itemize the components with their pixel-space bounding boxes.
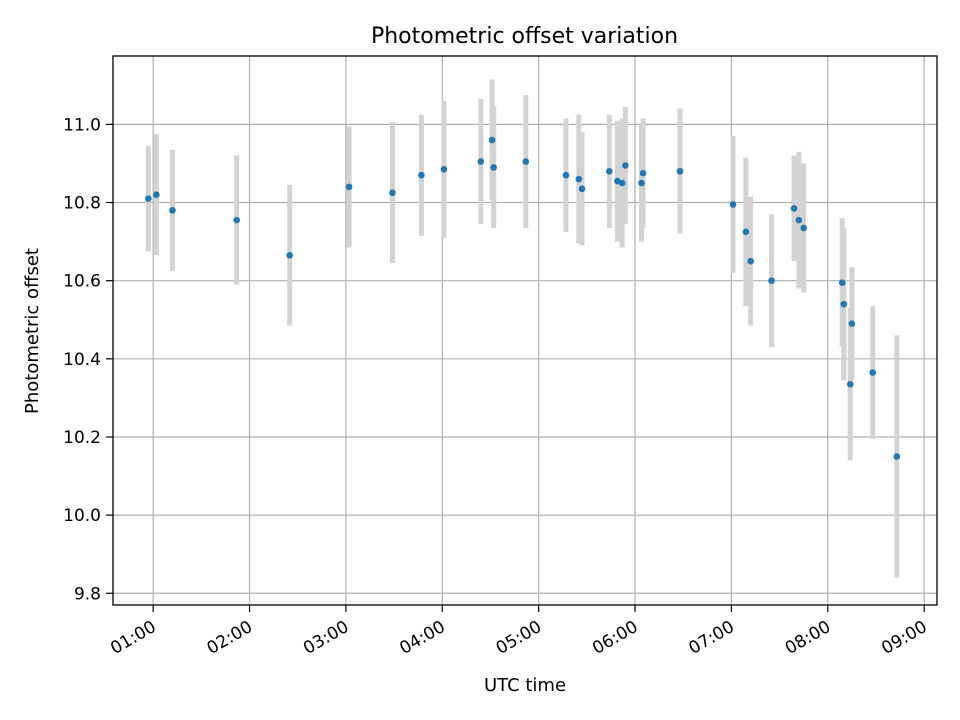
data-point [638, 179, 645, 187]
data-point [578, 185, 586, 193]
y-tick-label: 10.8 [63, 194, 101, 214]
data-point [606, 167, 613, 175]
x-axis-ticks: 01:00 02:00 03:00 04:00 05:00 06:00 07:00 08:00… [107, 605, 931, 659]
x-tick-label: 05:00 [493, 617, 545, 659]
data-point [676, 167, 684, 175]
data-point [790, 205, 798, 212]
y-tick-label: 10.6 [63, 272, 101, 292]
data-point [840, 300, 848, 308]
x-tick-label: 06:00 [589, 617, 641, 659]
data-point [145, 195, 152, 202]
chart-title: Photometric offset variation [371, 24, 678, 49]
data-point [768, 277, 775, 284]
data-point [869, 369, 877, 376]
y-axis-label: Photometric offset [22, 248, 43, 414]
data-point [153, 191, 160, 199]
data-point [838, 279, 846, 286]
y-tick-label: 10.2 [63, 428, 101, 448]
data-point [742, 228, 750, 236]
y-tick-label: 10.4 [63, 350, 101, 370]
data-point [893, 453, 901, 460]
data-point [639, 169, 647, 177]
data-points [145, 136, 901, 460]
plot-frame [112, 55, 938, 606]
y-tick-label: 10.0 [63, 506, 101, 526]
data-point [389, 189, 396, 197]
x-tick-label: 01:00 [107, 617, 159, 659]
x-tick-label: 04:00 [396, 617, 448, 659]
data-point [477, 158, 485, 165]
data-point [488, 136, 496, 144]
data-point [846, 380, 854, 388]
x-tick-label: 02:00 [204, 617, 256, 659]
x-tick-label: 03:00 [300, 617, 352, 659]
x-axis-label: UTC time [484, 675, 566, 696]
data-point [562, 171, 570, 179]
data-point [618, 179, 626, 187]
data-point [800, 224, 807, 232]
data-point [622, 162, 629, 169]
data-point [418, 171, 425, 179]
y-axis-ticks: 9.8 10.0 10.2 10.4 10.6 10.8 11.0 [63, 115, 113, 604]
data-point [169, 207, 176, 214]
data-point [522, 158, 530, 165]
data-point [233, 216, 240, 224]
y-tick-label: 9.8 [74, 584, 101, 604]
data-point [747, 257, 754, 265]
data-point [729, 201, 737, 208]
x-tick-label: 07:00 [685, 617, 737, 659]
data-point [575, 175, 583, 183]
x-tick-label: 08:00 [782, 617, 834, 659]
x-tick-label: 09:00 [878, 617, 930, 659]
y-tick-label: 11.0 [63, 115, 101, 135]
data-point [848, 320, 856, 327]
data-point [440, 166, 448, 173]
error-bars [145, 79, 900, 578]
data-point [286, 251, 293, 259]
data-point [345, 183, 353, 191]
data-point [490, 164, 497, 171]
data-point [795, 216, 803, 224]
